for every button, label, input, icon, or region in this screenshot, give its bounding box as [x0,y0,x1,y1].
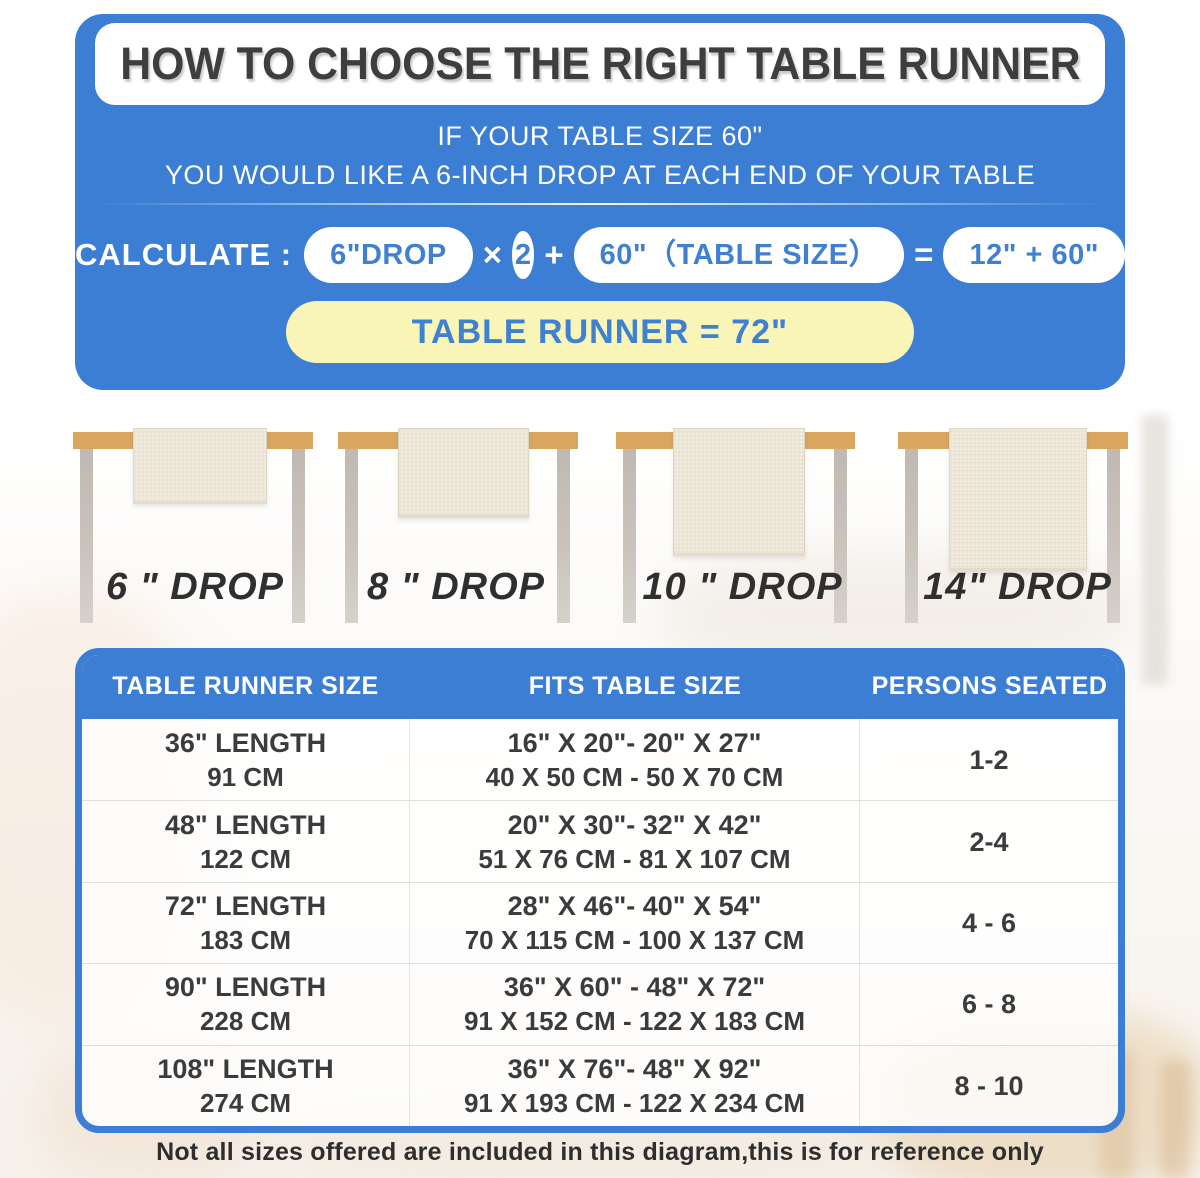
result-banner: TABLE RUNNER = 72" [286,301,914,363]
table-runner-graphic [133,428,267,504]
subtitle: IF YOUR TABLE SIZE 60" YOU WOULD LIKE A … [75,117,1125,195]
multiplier-pill: 2 [512,231,535,279]
subtitle-line-1: IF YOUR TABLE SIZE 60" [437,121,763,151]
table-size-pill: 60"（TABLE SIZE） [573,227,905,283]
table-leg-graphic [623,449,636,623]
table-row: 48" LENGTH 122 CM 20" X 30"- 32" X 42" 5… [82,800,1118,882]
fits-size-cell: 36" X 76"- 48" X 92" 91 X 193 CM - 122 X… [410,1045,860,1126]
size-chart: TABLE RUNNER SIZE FITS TABLE SIZE PERSON… [75,648,1125,1133]
persons-cell: 6 - 8 [961,989,1017,1020]
calculate-label: CALCULATE : [75,237,293,272]
runner-size-cell: 36" LENGTH 91 CM [82,719,410,801]
persons-cell: 4 - 6 [961,907,1017,938]
table-leg-graphic [557,449,570,623]
drop-label-14: 14" DROP [923,566,1112,608]
table-leg-graphic [345,449,358,623]
table-leg-graphic [80,449,93,623]
page-title: HOW TO CHOOSE THE RIGHT TABLE RUNNER [119,38,1081,89]
column-header-fits-table-size: FITS TABLE SIZE [528,672,742,700]
fits-size-cell: 36" X 60" - 48" X 72" 91 X 152 CM - 122 … [410,964,860,1045]
drop-label-10: 10 " DROP [642,566,843,608]
table-illustration-10-drop [616,428,855,628]
plus-sign: + [544,236,564,273]
table-runner-graphic [398,428,529,518]
equals-sign: = [914,236,934,273]
title-banner: HOW TO CHOOSE THE RIGHT TABLE RUNNER [95,23,1105,105]
calculation-formula: CALCULATE : 6"DROP × 2 + 60"（TABLE SIZE）… [75,227,1125,283]
persons-cell: 1-2 [969,744,1009,775]
table-illustration-14-drop [898,428,1128,628]
persons-cell: 2-4 [969,826,1009,857]
table-leg-graphic [292,449,305,623]
sum-pill: 12" + 60" [943,227,1125,283]
multiply-sign: × [482,236,503,273]
table-illustration-8-drop [338,428,578,628]
table-row: 90" LENGTH 228 CM 36" X 60" - 48" X 72" … [82,963,1118,1045]
fits-size-cell: 28" X 46"- 40" X 54" 70 X 115 CM - 100 X… [410,882,860,964]
runner-size-cell: 90" LENGTH 228 CM [82,964,410,1045]
table-runner-graphic [673,428,805,556]
divider-line [93,203,1107,205]
table-illustration-6-drop [73,428,313,628]
column-header-runner-size: TABLE RUNNER SIZE [112,672,379,700]
fits-size-cell: 20" X 30"- 32" X 42" 51 X 76 CM - 81 X 1… [410,801,860,882]
drop-pill: 6"DROP [304,227,473,283]
table-row: 72" LENGTH 183 CM 28" X 46"- 40" X 54" 7… [82,881,1118,964]
drop-label-6: 6 " DROP [105,566,285,608]
header-panel: HOW TO CHOOSE THE RIGHT TABLE RUNNER IF … [75,14,1125,390]
column-header-persons-seated: PERSONS SEATED [871,672,1108,700]
footer-note: Not all sizes offered are included in th… [156,1138,1044,1166]
table-row: 36" LENGTH 91 CM 16" X 20"- 20" X 27" 40… [82,719,1118,801]
runner-size-cell: 72" LENGTH 183 CM [82,882,410,964]
size-chart-body: 36" LENGTH 91 CM 16" X 20"- 20" X 27" 40… [82,719,1118,1126]
size-chart-header: TABLE RUNNER SIZE FITS TABLE SIZE PERSON… [82,655,1118,719]
runner-size-cell: 108" LENGTH 274 CM [82,1045,410,1126]
drop-label-8: 8 " DROP [366,566,546,608]
fits-size-cell: 16" X 20"- 20" X 27" 40 X 50 CM - 50 X 7… [410,719,860,801]
persons-cell: 8 - 10 [954,1070,1024,1101]
subtitle-line-2: YOU WOULD LIKE A 6-INCH DROP AT EACH END… [164,160,1036,190]
table-runner-graphic [949,428,1087,571]
table-row: 108" LENGTH 274 CM 36" X 76"- 48" X 92" … [82,1044,1118,1126]
runner-size-cell: 48" LENGTH 122 CM [82,801,410,882]
